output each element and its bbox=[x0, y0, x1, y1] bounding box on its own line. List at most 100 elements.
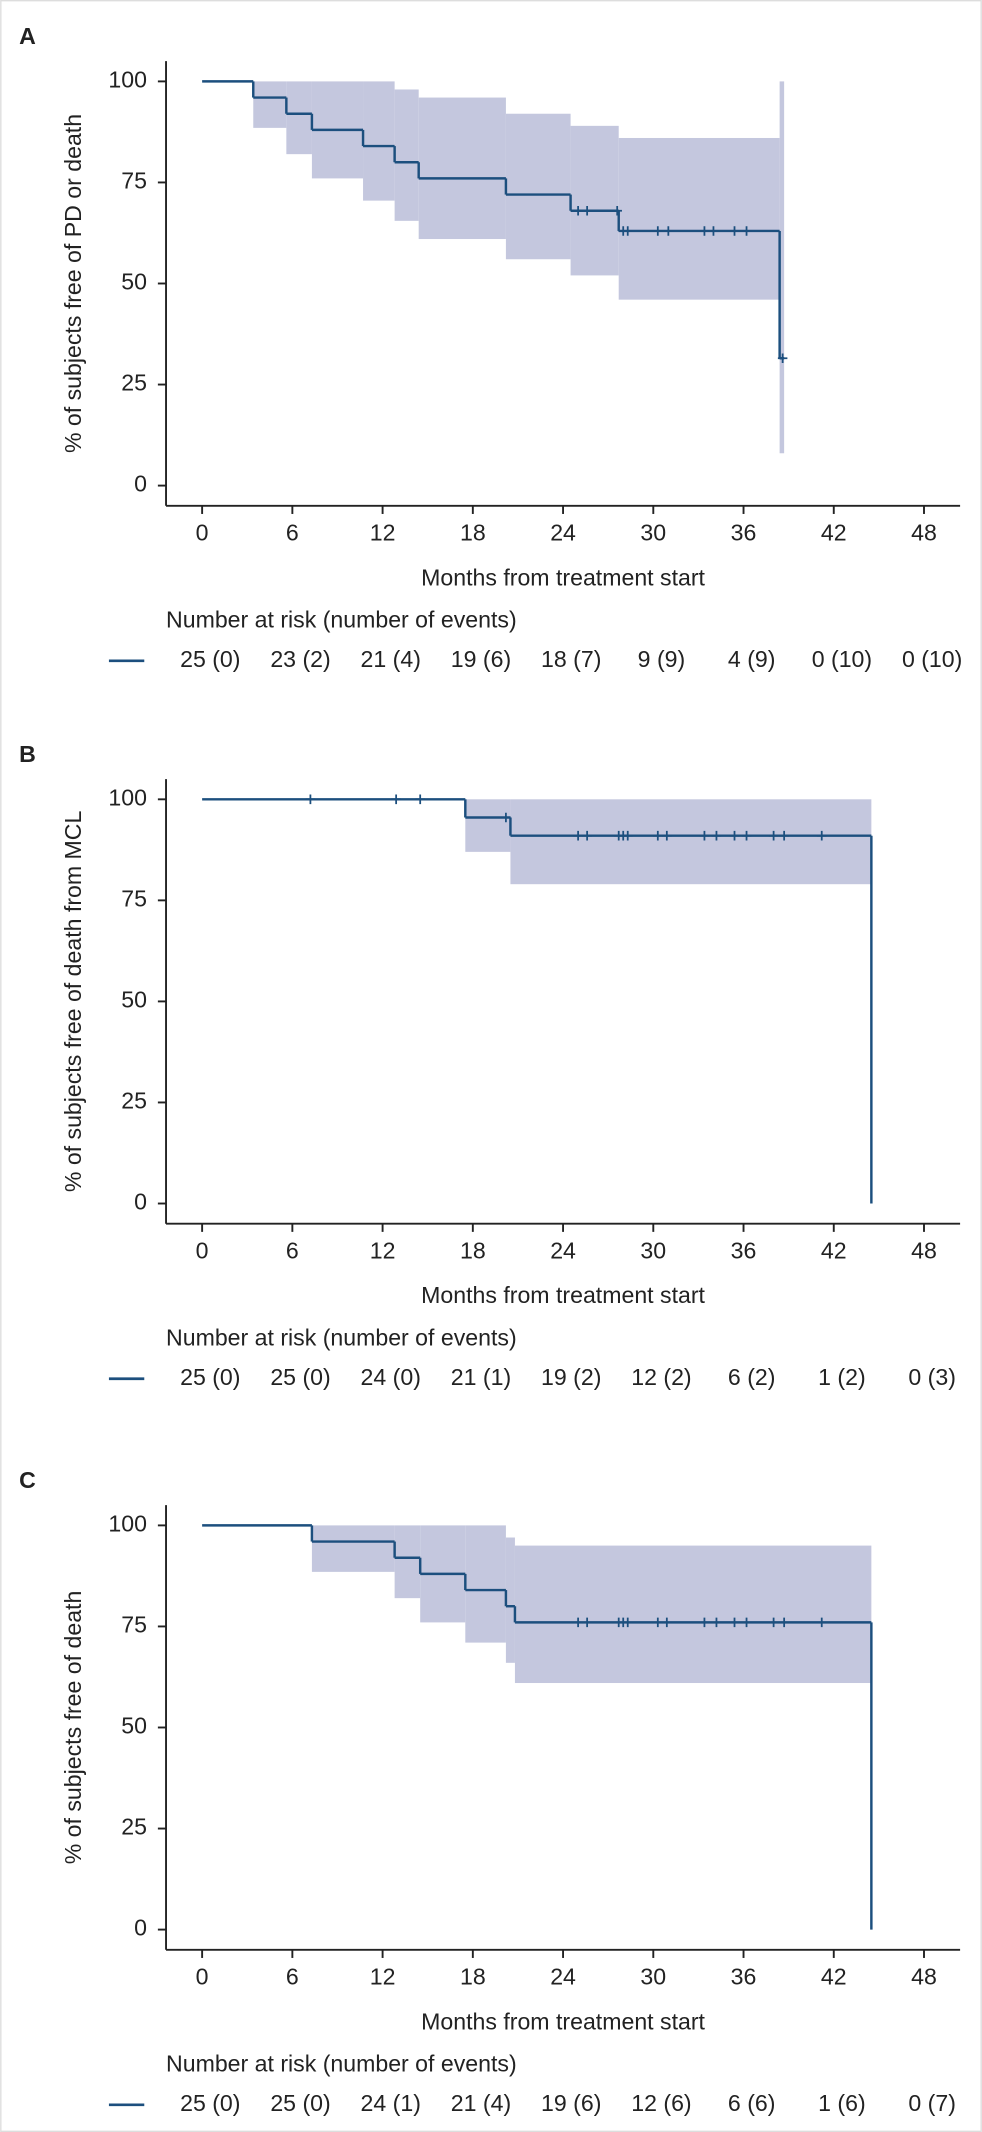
y-tick-label: 50 bbox=[121, 987, 147, 1013]
y-tick-label: 0 bbox=[134, 1915, 147, 1941]
x-tick-label: 24 bbox=[550, 519, 576, 545]
censor-mark bbox=[711, 1617, 722, 1628]
risk-value: 21 (4) bbox=[361, 646, 421, 672]
censor-mark bbox=[415, 794, 425, 805]
censor-mark bbox=[768, 830, 779, 841]
censor-mark bbox=[582, 205, 592, 216]
risk-value: 19 (6) bbox=[451, 646, 511, 672]
risk-value: 0 (10) bbox=[902, 646, 962, 672]
y-axis-title: % of subjects free of death bbox=[60, 1591, 86, 1865]
chart-panel: 0 25 50 75 100 0 25 (0) 6 25 (0) 12 24 (1) 18 21 (4)… bbox=[19, 1467, 961, 2116]
censor-mark bbox=[573, 1617, 583, 1628]
x-tick-label: 48 bbox=[911, 519, 937, 545]
x-tick-label: 6 bbox=[286, 1963, 299, 1989]
risk-value: 21 (1) bbox=[451, 1364, 511, 1390]
censor-mark bbox=[729, 226, 740, 236]
x-tick-label: 36 bbox=[731, 1237, 757, 1263]
censor-mark bbox=[741, 226, 752, 236]
risk-value: 6 (2) bbox=[728, 1364, 776, 1390]
y-tick-label: 25 bbox=[121, 370, 147, 396]
risk-value: 4 (9) bbox=[728, 646, 776, 672]
x-axis-title: Months from treatment start bbox=[421, 1282, 705, 1308]
risk-value: 0 (7) bbox=[908, 2090, 956, 2116]
confidence-band bbox=[510, 799, 872, 885]
risk-value: 25 (0) bbox=[180, 1364, 240, 1390]
x-tick-label: 12 bbox=[370, 1963, 396, 1989]
x-tick-label: 18 bbox=[460, 1237, 486, 1263]
confidence-band bbox=[363, 81, 395, 201]
y-tick-label: 50 bbox=[121, 269, 147, 295]
x-tick-label: 6 bbox=[286, 1237, 299, 1263]
censor-mark bbox=[305, 794, 316, 805]
y-tick-label: 100 bbox=[108, 67, 147, 93]
y-tick-label: 25 bbox=[121, 1814, 147, 1840]
risk-value: 0 (10) bbox=[812, 646, 872, 672]
x-tick-label: 30 bbox=[640, 1237, 666, 1263]
x-tick-label: 24 bbox=[550, 1237, 576, 1263]
confidence-band bbox=[505, 113, 571, 260]
risk-value: 6 (6) bbox=[728, 2090, 776, 2116]
censor-mark bbox=[741, 830, 752, 841]
risk-title: Number at risk (number of events) bbox=[166, 2050, 517, 2076]
confidence-band bbox=[394, 89, 419, 221]
y-tick-label: 75 bbox=[121, 1612, 147, 1638]
x-tick-label: 24 bbox=[550, 1963, 576, 1989]
censor-mark bbox=[708, 226, 719, 236]
x-axis-title: Months from treatment start bbox=[421, 2008, 705, 2034]
censor-mark bbox=[699, 226, 710, 236]
risk-value: 25 (0) bbox=[270, 1364, 330, 1390]
y-tick-label: 0 bbox=[134, 471, 147, 497]
y-tick-label: 0 bbox=[134, 1189, 147, 1215]
y-tick-label: 50 bbox=[121, 1713, 147, 1739]
y-tick-label: 100 bbox=[108, 1511, 147, 1537]
censor-mark bbox=[582, 1617, 592, 1628]
censor-mark bbox=[622, 226, 633, 236]
risk-value: 25 (0) bbox=[180, 646, 240, 672]
risk-title: Number at risk (number of events) bbox=[166, 1324, 517, 1350]
risk-value: 21 (4) bbox=[451, 2090, 511, 2116]
censor-mark bbox=[653, 830, 663, 841]
confidence-band bbox=[286, 81, 312, 155]
x-tick-label: 48 bbox=[911, 1237, 937, 1263]
censor-mark bbox=[573, 830, 583, 841]
confidence-band bbox=[418, 97, 506, 240]
confidence-band bbox=[394, 1525, 421, 1599]
x-tick-label: 12 bbox=[370, 519, 396, 545]
panel-label: A bbox=[19, 23, 36, 49]
x-tick-label: 0 bbox=[196, 1963, 209, 1989]
confidence-band bbox=[505, 1537, 515, 1663]
risk-value: 1 (6) bbox=[818, 2090, 866, 2116]
censor-mark bbox=[662, 830, 672, 841]
x-tick-label: 36 bbox=[731, 1963, 757, 1989]
censor-mark bbox=[741, 1617, 752, 1628]
risk-value: 25 (0) bbox=[270, 2090, 330, 2116]
y-tick-label: 25 bbox=[121, 1088, 147, 1114]
censor-mark bbox=[816, 1617, 827, 1628]
censor-mark bbox=[501, 812, 511, 823]
confidence-band bbox=[618, 137, 780, 300]
x-tick-label: 36 bbox=[731, 519, 757, 545]
censor-mark bbox=[699, 1617, 710, 1628]
y-tick-label: 75 bbox=[121, 168, 147, 194]
censor-mark bbox=[662, 1617, 672, 1628]
y-axis-title: % of subjects free of PD or death bbox=[60, 114, 86, 453]
censor-mark bbox=[663, 226, 674, 236]
x-tick-label: 42 bbox=[821, 1237, 847, 1263]
censor-mark bbox=[779, 830, 789, 841]
x-tick-label: 0 bbox=[196, 1237, 209, 1263]
risk-value: 12 (6) bbox=[631, 2090, 691, 2116]
risk-value: 12 (2) bbox=[631, 1364, 691, 1390]
x-tick-label: 0 bbox=[196, 519, 209, 545]
risk-value: 25 (0) bbox=[180, 2090, 240, 2116]
censor-mark bbox=[612, 205, 622, 216]
confidence-band bbox=[570, 125, 619, 276]
chart-panel: 0 25 50 75 100 0 25 (0) 6 25 (0) 12 24 (0) 18 21 (1)… bbox=[19, 741, 961, 1390]
x-tick-label: 30 bbox=[640, 519, 666, 545]
x-axis-title: Months from treatment start bbox=[421, 564, 705, 590]
risk-value: 24 (1) bbox=[361, 2090, 421, 2116]
x-tick-label: 42 bbox=[821, 1963, 847, 1989]
censor-mark bbox=[777, 353, 788, 364]
x-tick-label: 18 bbox=[460, 1963, 486, 1989]
